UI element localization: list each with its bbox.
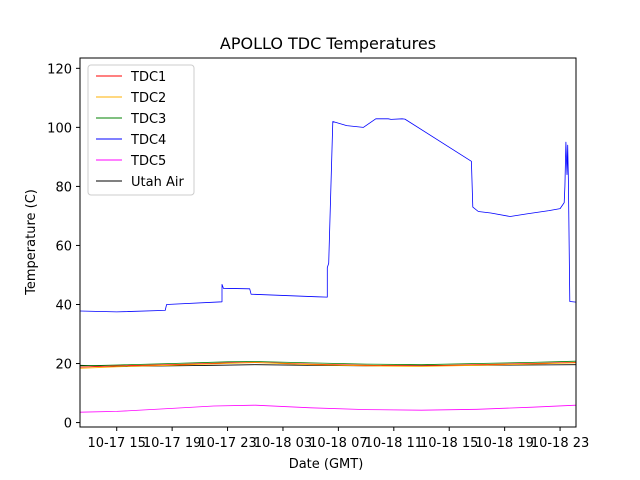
chart-title: APOLLO TDC Temperatures <box>220 34 436 53</box>
y-tick-label: 120 <box>47 62 72 77</box>
x-tick-label: 10-18 15 <box>420 436 478 451</box>
legend-label-tdc5: TDC5 <box>130 154 166 169</box>
y-tick-label: 80 <box>55 180 72 195</box>
legend: TDC1 TDC2 TDC3 TDC4 TDC5 Utah Air <box>87 64 195 196</box>
series-layer <box>79 118 577 413</box>
y-tick-label: 40 <box>55 298 72 313</box>
legend-label-tdc1: TDC1 <box>130 70 166 85</box>
x-tick-label: 10-17 23 <box>198 436 256 451</box>
y-axis-title: Temperature (C) <box>24 189 39 296</box>
y-tick-label: 60 <box>55 239 72 254</box>
legend-label-tdc2: TDC2 <box>130 91 166 106</box>
legend-label-utah-air: Utah Air <box>131 175 184 190</box>
series-line-tdc1 <box>79 361 577 368</box>
x-tick-label: 10-17 15 <box>87 436 145 451</box>
y-tick-label: 20 <box>55 358 72 373</box>
series-line-tdc4 <box>79 118 577 313</box>
x-tick-label: 10-18 23 <box>531 436 589 451</box>
x-axis-title: Date (GMT) <box>289 457 364 472</box>
series-line-tdc2 <box>79 362 577 369</box>
x-tick-label: 10-18 03 <box>254 436 312 451</box>
legend-label-tdc3: TDC3 <box>130 112 166 127</box>
x-tick-label: 10-18 07 <box>309 436 367 451</box>
x-tick-label: 10-17 19 <box>143 436 201 451</box>
series-line-tdc3 <box>79 360 577 367</box>
y-tick-label: 100 <box>47 121 72 136</box>
x-tick-label: 10-18 19 <box>475 436 533 451</box>
y-tick-label: 0 <box>64 417 72 432</box>
plot-frame <box>79 57 577 428</box>
series-line-tdc5 <box>79 404 577 413</box>
x-tick-label: 10-18 11 <box>365 436 423 451</box>
legend-label-tdc4: TDC4 <box>130 133 166 148</box>
